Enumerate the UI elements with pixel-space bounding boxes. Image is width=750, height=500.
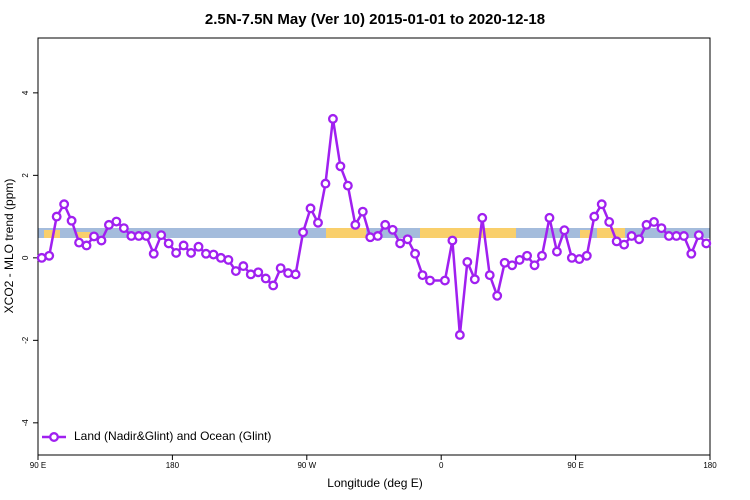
data-point xyxy=(387,224,398,235)
data-point xyxy=(634,234,645,245)
data-point xyxy=(402,234,413,245)
data-point xyxy=(514,254,525,265)
data-point xyxy=(686,248,697,259)
data-point xyxy=(656,223,667,234)
data-point xyxy=(701,238,712,249)
data-point xyxy=(148,248,159,259)
data-point xyxy=(89,231,99,242)
y-tick-label: 4 xyxy=(21,90,30,95)
data-point xyxy=(693,230,704,241)
data-point xyxy=(492,290,503,301)
data-point xyxy=(447,235,458,246)
land-band xyxy=(420,228,516,238)
x-tick-label: 180 xyxy=(703,461,717,470)
data-point xyxy=(342,180,353,191)
data-point xyxy=(186,247,197,258)
x-tick-label: 90 W xyxy=(297,461,316,470)
data-point xyxy=(649,217,659,227)
data-point xyxy=(477,212,488,223)
data-point xyxy=(566,252,577,263)
data-point xyxy=(223,254,234,265)
data-point xyxy=(141,231,152,241)
data-point xyxy=(462,257,473,267)
data-point xyxy=(320,178,331,189)
data-point xyxy=(551,246,562,257)
data-point xyxy=(678,231,689,241)
land-band xyxy=(580,230,590,238)
land-band xyxy=(76,232,90,238)
data-point xyxy=(469,274,480,285)
y-tick-label: 2 xyxy=(21,173,30,178)
data-point xyxy=(350,219,361,230)
data-point xyxy=(59,199,70,210)
data-point xyxy=(425,275,435,286)
data-point xyxy=(260,273,271,284)
data-point xyxy=(596,199,607,210)
data-point xyxy=(66,215,77,226)
data-point xyxy=(163,238,174,249)
chart-title: 2.5N-7.5N May (Ver 10) 2015-01-01 to 202… xyxy=(205,11,545,28)
data-point xyxy=(253,267,264,278)
x-axis-label: Longitude (deg E) xyxy=(327,476,422,490)
y-tick-label: 0 xyxy=(21,255,30,260)
data-point xyxy=(44,250,55,261)
data-point xyxy=(417,270,428,281)
plot-frame xyxy=(37,37,711,456)
data-point xyxy=(544,212,555,223)
data-point xyxy=(604,217,615,227)
data-point xyxy=(619,239,630,250)
data-point xyxy=(298,227,309,238)
data-point xyxy=(372,231,383,241)
x-tick-label: 180 xyxy=(166,461,180,470)
legend-label: Land (Nadir&Glint) and Ocean (Glint) xyxy=(74,429,271,443)
data-point xyxy=(171,247,182,258)
y-axis-label: XCO2 - MLO trend (ppm) xyxy=(2,179,16,314)
x-tick-label: 90 E xyxy=(567,461,583,470)
data-point xyxy=(529,260,540,271)
data-point xyxy=(268,280,279,291)
data-point xyxy=(81,240,92,251)
land-band xyxy=(44,230,60,238)
data-point xyxy=(589,211,600,222)
data-point xyxy=(290,269,301,280)
data-point xyxy=(238,261,249,272)
data-point xyxy=(410,248,421,259)
data-point xyxy=(484,270,495,281)
legend-marker xyxy=(49,432,59,442)
data-point xyxy=(537,250,547,261)
data-point xyxy=(507,260,518,271)
data-point xyxy=(357,206,368,217)
data-point xyxy=(313,217,323,228)
data-line xyxy=(41,117,708,337)
land-band xyxy=(326,228,366,238)
land-band xyxy=(597,228,625,238)
data-point xyxy=(581,250,592,261)
data-point xyxy=(439,275,450,286)
data-point xyxy=(283,268,294,279)
data-point xyxy=(335,161,346,172)
x-tick-label: 0 xyxy=(439,461,444,470)
data-point xyxy=(559,225,570,236)
data-point xyxy=(96,235,107,246)
data-point xyxy=(230,266,241,276)
data-point xyxy=(395,238,406,249)
data-point xyxy=(111,216,122,227)
y-tick-label: -2 xyxy=(21,336,30,344)
data-point xyxy=(118,223,129,234)
data-point xyxy=(51,211,62,222)
data-point xyxy=(156,230,167,241)
data-point xyxy=(365,232,376,243)
y-tick-label: -4 xyxy=(21,419,30,427)
data-point xyxy=(522,250,533,261)
data-point xyxy=(275,263,286,274)
data-point xyxy=(178,240,189,251)
data-point xyxy=(380,219,391,230)
data-point xyxy=(454,330,465,340)
data-point xyxy=(327,113,338,124)
data-point xyxy=(193,241,204,252)
data-point xyxy=(305,203,316,214)
x-tick-label: 90 E xyxy=(30,461,46,470)
